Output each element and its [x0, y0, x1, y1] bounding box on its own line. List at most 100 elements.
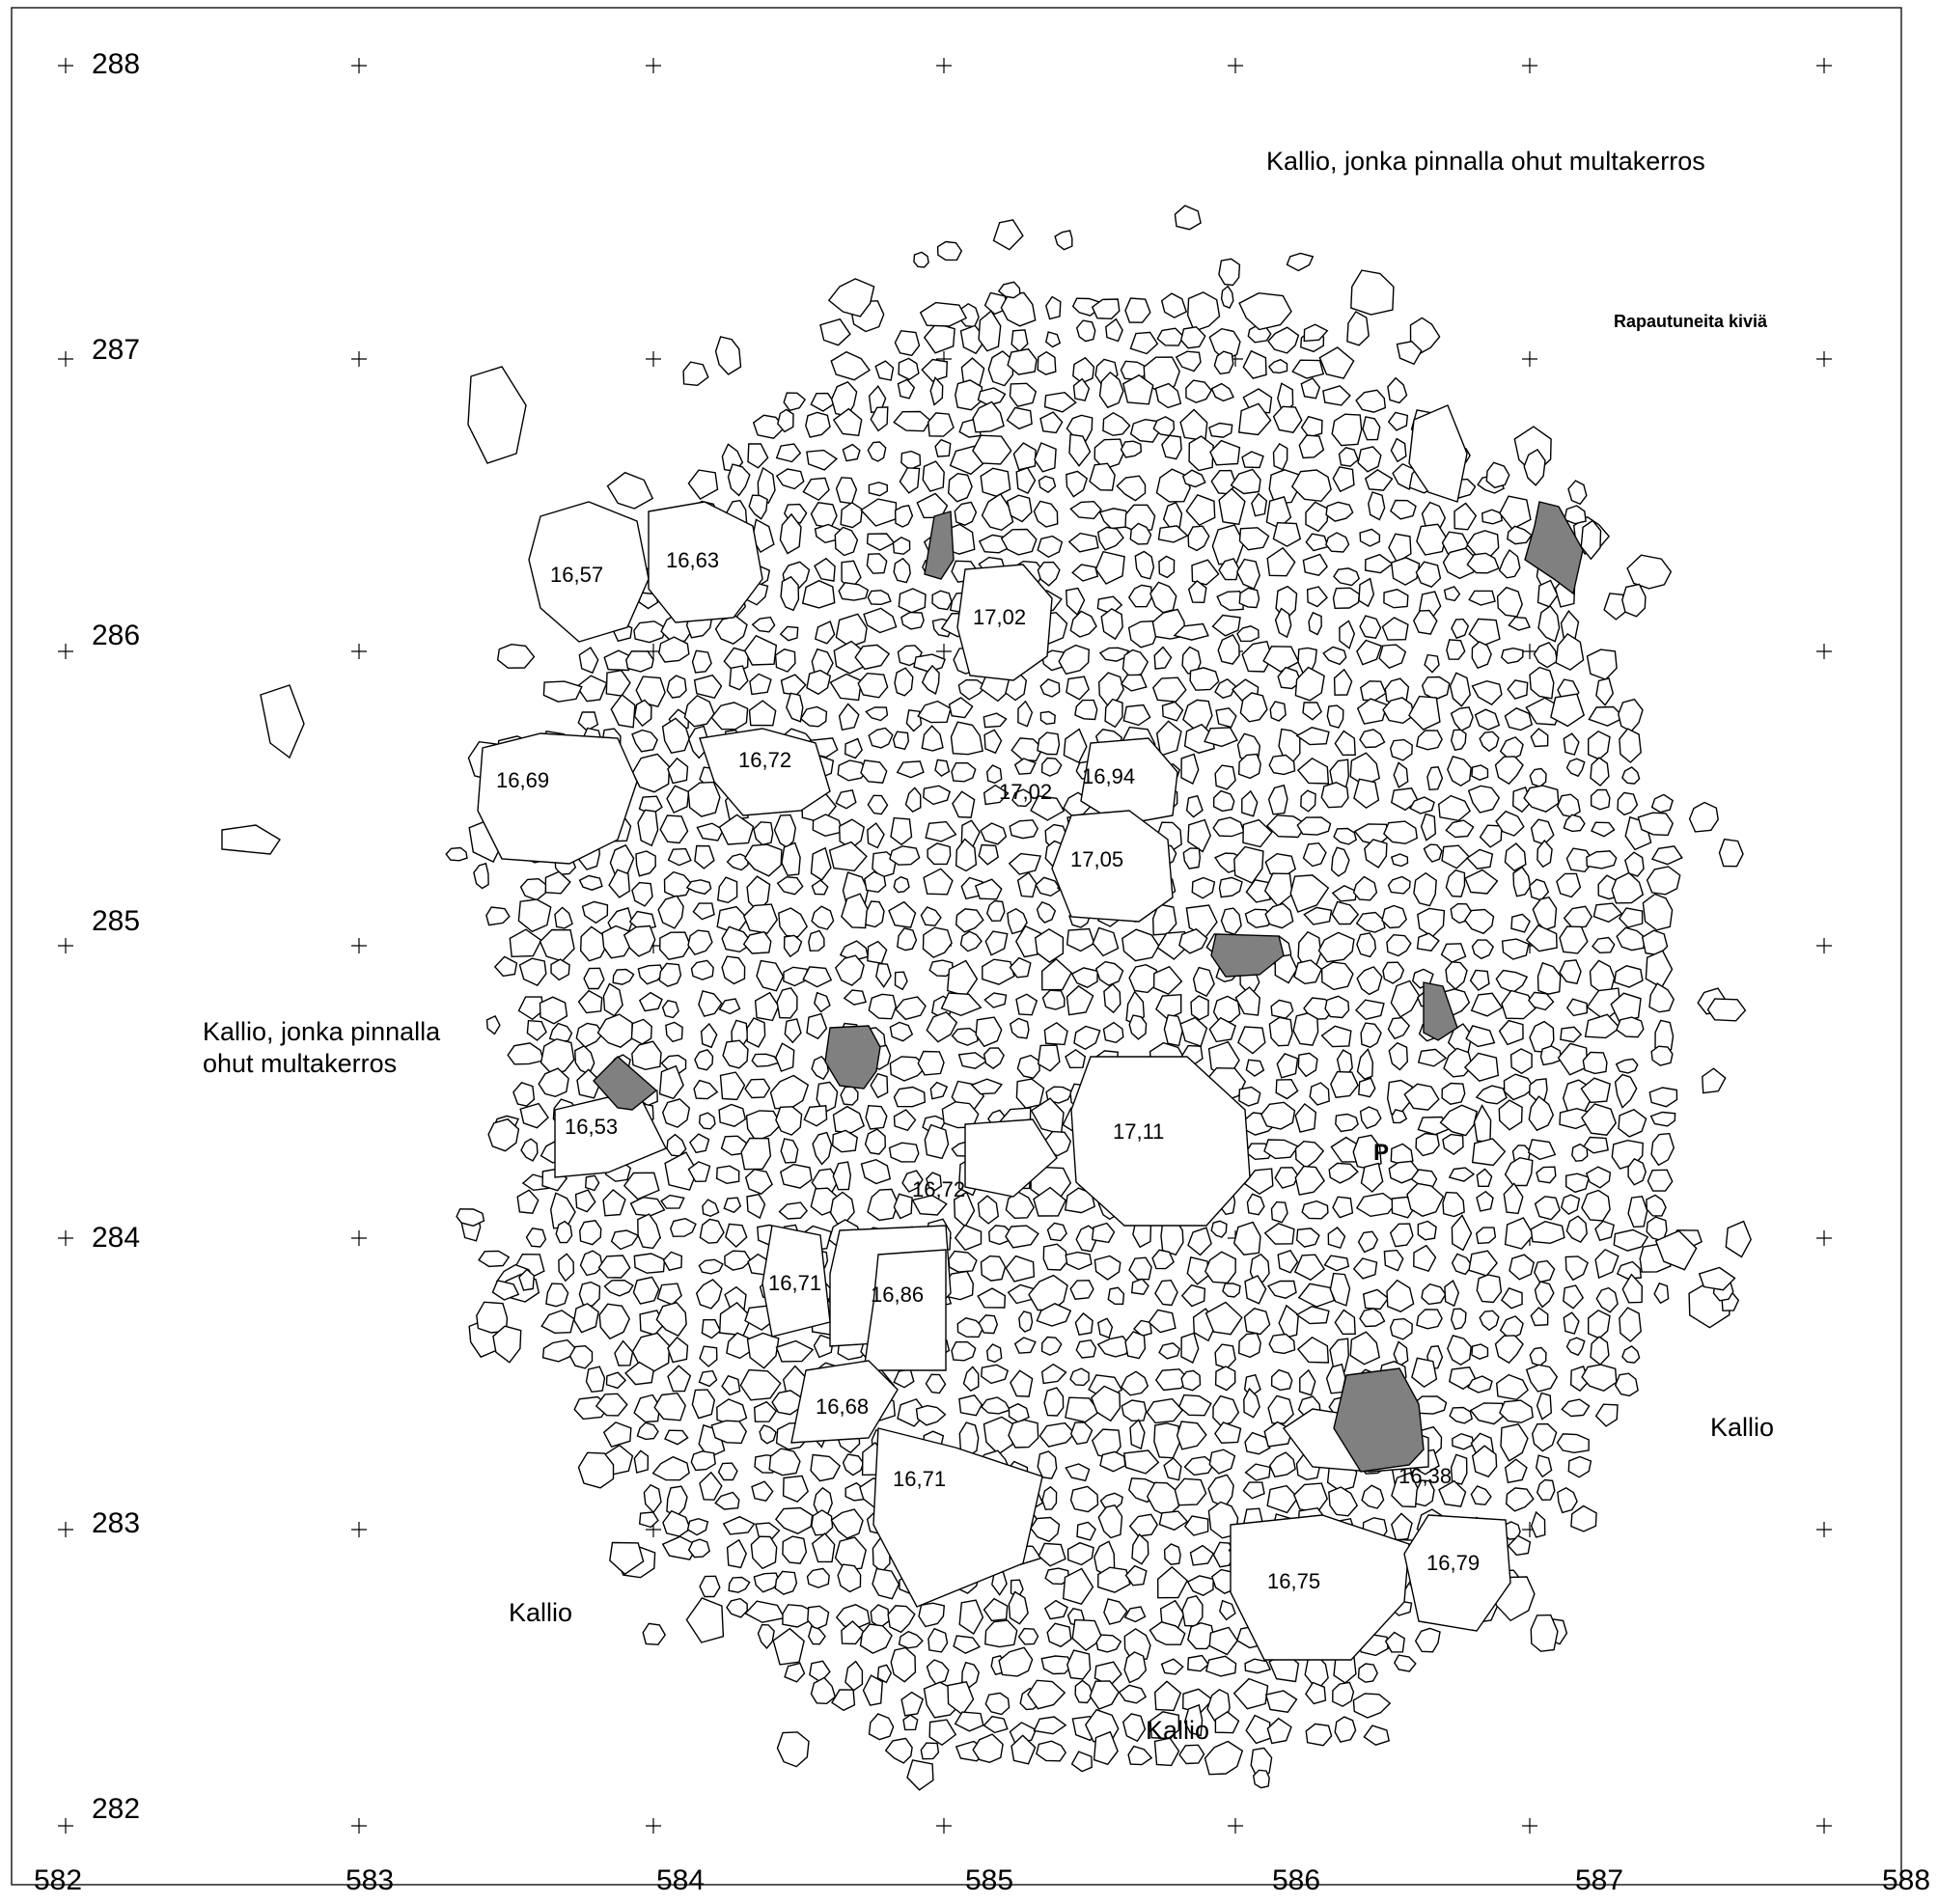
stone	[1356, 1047, 1374, 1081]
stone	[1352, 1257, 1378, 1280]
grid-cross	[1522, 58, 1537, 73]
stone	[901, 1170, 924, 1193]
stone	[1507, 525, 1533, 545]
stone	[1274, 607, 1292, 639]
stone	[1131, 1532, 1149, 1565]
stone	[1212, 1394, 1240, 1426]
stone	[1006, 406, 1033, 430]
stone	[1499, 495, 1532, 531]
stone	[1127, 1745, 1153, 1766]
stone	[1010, 1017, 1030, 1039]
stone	[1556, 793, 1581, 818]
y-axis-labels: 288 287 286 285 284 283 282	[92, 48, 140, 1825]
stone	[1531, 1422, 1558, 1452]
stone	[1068, 433, 1092, 467]
stone	[1588, 730, 1611, 760]
stone	[1266, 1484, 1299, 1514]
stone	[1230, 468, 1261, 495]
stone	[1278, 1304, 1300, 1338]
stone	[954, 1711, 984, 1732]
stone	[1508, 616, 1531, 631]
stone	[1322, 646, 1347, 666]
stone	[1357, 1663, 1378, 1683]
stone	[1448, 1167, 1476, 1182]
stone	[1008, 852, 1042, 875]
stone	[1214, 764, 1236, 790]
stone	[830, 350, 872, 381]
stone	[953, 1191, 976, 1228]
stone	[1191, 559, 1220, 586]
stone	[699, 1218, 725, 1244]
stone	[1447, 1335, 1472, 1366]
stone	[1069, 610, 1097, 638]
stone	[863, 1249, 947, 1371]
stone	[1468, 590, 1496, 606]
stone	[1332, 587, 1361, 610]
stone	[953, 1635, 981, 1654]
stone	[584, 1174, 600, 1192]
stone	[1123, 1449, 1160, 1475]
stone	[1584, 1013, 1621, 1039]
stone	[629, 1196, 666, 1217]
stone	[1041, 989, 1066, 1010]
stone	[948, 1250, 978, 1273]
stone	[1416, 730, 1443, 751]
stone	[623, 924, 656, 957]
stone	[1650, 1132, 1675, 1167]
stone	[923, 785, 952, 806]
stone	[662, 1509, 691, 1537]
stone	[1357, 1230, 1379, 1254]
stone	[1121, 928, 1160, 962]
stone	[1038, 1421, 1076, 1448]
stone	[814, 621, 836, 645]
stone	[928, 1719, 957, 1747]
stone	[1330, 1136, 1359, 1163]
stone	[1561, 1194, 1581, 1215]
stone	[1530, 1220, 1565, 1245]
stone	[749, 673, 772, 696]
stone	[759, 1424, 777, 1445]
stone	[1009, 819, 1038, 840]
stone	[1030, 1516, 1061, 1543]
stone	[1501, 989, 1537, 1020]
stone	[1242, 349, 1267, 379]
stone	[748, 700, 777, 727]
stone	[1378, 644, 1407, 670]
stone	[1417, 1220, 1437, 1241]
stone	[1320, 1025, 1352, 1048]
stone	[1218, 258, 1241, 287]
stone	[1500, 1287, 1523, 1310]
stone	[718, 1103, 747, 1127]
stone	[1330, 846, 1350, 877]
stone	[1564, 505, 1587, 525]
stone	[1011, 329, 1029, 353]
stone	[1007, 907, 1028, 935]
stone	[721, 443, 744, 473]
area-label-left-line2: ohut multakerros	[203, 1049, 397, 1078]
stone	[1185, 904, 1218, 938]
stone	[690, 1450, 716, 1472]
stone	[972, 434, 1012, 465]
stone	[1270, 1368, 1293, 1392]
grid-cross	[58, 644, 73, 659]
stone	[693, 1079, 719, 1100]
stone	[1505, 1487, 1535, 1512]
stone	[1381, 904, 1407, 929]
stone	[1037, 535, 1064, 559]
stone	[727, 463, 751, 497]
stone	[1389, 1317, 1413, 1340]
stone	[983, 992, 1008, 1008]
stone	[637, 1213, 661, 1250]
stone	[1328, 1486, 1359, 1517]
stone	[1187, 1654, 1210, 1672]
stone	[625, 650, 654, 673]
stone	[751, 616, 776, 633]
stone	[1565, 1173, 1591, 1194]
stone	[1504, 1217, 1535, 1250]
stone	[1214, 1343, 1236, 1369]
stone	[1421, 1283, 1447, 1306]
stone	[1621, 583, 1647, 618]
stone	[633, 1253, 666, 1274]
stone	[802, 477, 830, 502]
stone	[1211, 524, 1245, 566]
